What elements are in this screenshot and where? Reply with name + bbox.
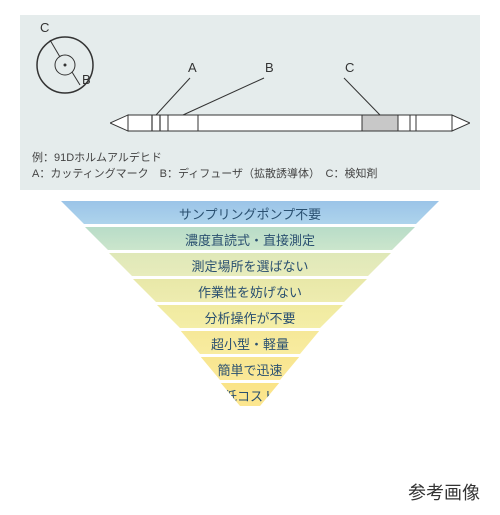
circle-label-c: C bbox=[40, 20, 49, 35]
caption-line-2: A：カッティングマーク B：ディフューザ（拡散誘導体） C：検知剤 bbox=[32, 167, 377, 182]
triangle-row-label: 低コスト bbox=[224, 386, 276, 405]
triangle-row-label: 超小型・軽量 bbox=[211, 334, 289, 353]
tube-label-c: C bbox=[345, 60, 354, 75]
triangle-row: 測定場所を選ばない bbox=[108, 252, 392, 277]
triangle-row: 簡単で迅速 bbox=[200, 356, 300, 381]
triangle-row-label: 作業性を妨げない bbox=[198, 282, 302, 301]
triangle-row: 超小型・軽量 bbox=[180, 330, 320, 355]
circle-label-b: B bbox=[82, 72, 91, 87]
tube-label-a: A bbox=[188, 60, 197, 75]
tube-label-b: B bbox=[265, 60, 274, 75]
triangle-row: サンプリングポンプ不要 bbox=[60, 200, 440, 225]
triangle-row: 分析操作が不要 bbox=[156, 304, 344, 329]
triangle-row-label: サンプリングポンプ不要 bbox=[179, 204, 321, 223]
triangle-row-label: 濃度直読式・直接測定 bbox=[185, 230, 315, 249]
detector-tube bbox=[110, 73, 470, 143]
tube-diagram-panel: C B A B C 例：91Dホルムアルデヒド A：カッティングマーク B：ディ… bbox=[20, 15, 480, 190]
caption-line-1: 例：91Dホルムアルデヒド bbox=[32, 151, 377, 166]
reference-image-label: 参考画像 bbox=[408, 479, 480, 505]
triangle-row: 作業性を妨げない bbox=[132, 278, 368, 303]
triangle-row: 低コスト bbox=[220, 382, 280, 407]
triangle-row: 濃度直読式・直接測定 bbox=[84, 226, 416, 251]
diagram-caption: 例：91Dホルムアルデヒド A：カッティングマーク B：ディフューザ（拡散誘導体… bbox=[32, 151, 377, 182]
triangle-row-label: 簡単で迅速 bbox=[217, 360, 282, 379]
triangle-row-label: 分析操作が不要 bbox=[204, 308, 295, 327]
triangle-row-label: 測定場所を選ばない bbox=[191, 256, 308, 275]
feature-triangle: サンプリングポンプ不要濃度直読式・直接測定測定場所を選ばない作業性を妨げない分析… bbox=[20, 200, 480, 440]
cross-section-circle bbox=[30, 30, 100, 100]
